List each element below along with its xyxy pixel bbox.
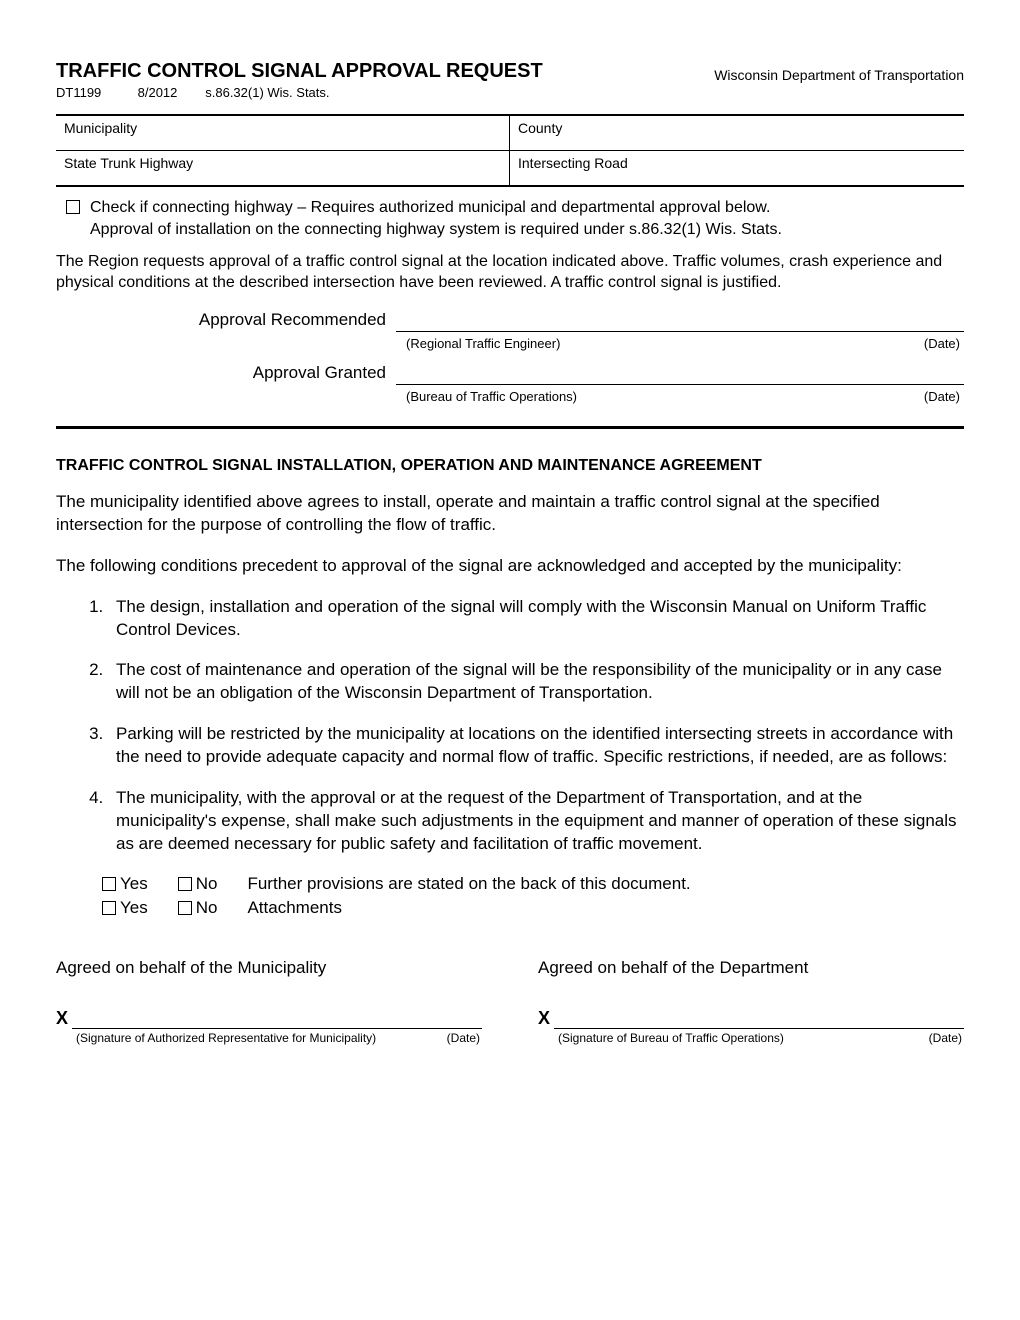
- connecting-highway-text: Check if connecting highway – Requires a…: [90, 197, 964, 240]
- final-signature-row: Agreed on behalf of the Municipality X (…: [56, 958, 964, 1045]
- provisions-no-checkbox[interactable]: [178, 877, 192, 891]
- form-code: DT1199: [56, 85, 134, 100]
- form-page: TRAFFIC CONTROL SIGNAL APPROVAL REQUEST …: [0, 0, 1020, 1105]
- approval-recommended-block: Approval Recommended (Regional Traffic E…: [56, 310, 964, 351]
- check-line1: Check if connecting highway – Requires a…: [90, 199, 770, 216]
- field-label: Municipality: [64, 120, 137, 136]
- approval-recommended-signature-line[interactable]: [396, 312, 964, 332]
- county-field[interactable]: County: [510, 116, 964, 150]
- field-row: State Trunk Highway Intersecting Road: [56, 151, 964, 185]
- attachments-row: Yes No Attachments: [102, 898, 964, 918]
- approval-recommended-label: Approval Recommended: [56, 310, 396, 332]
- agreement-intro: The municipality identified above agrees…: [56, 491, 964, 537]
- condition-item: The design, installation and operation o…: [108, 596, 964, 642]
- connecting-highway-checkbox[interactable]: [66, 200, 80, 214]
- no-label: No: [196, 898, 218, 918]
- date-caption: (Date): [924, 336, 964, 351]
- header: TRAFFIC CONTROL SIGNAL APPROVAL REQUEST …: [56, 60, 964, 83]
- condition-item: The municipality, with the approval or a…: [108, 787, 964, 856]
- connecting-highway-check-row: Check if connecting highway – Requires a…: [56, 197, 964, 240]
- no-label: No: [196, 874, 218, 894]
- x-mark: X: [538, 1008, 554, 1029]
- department-agree-heading: Agreed on behalf of the Department: [538, 958, 964, 978]
- field-label: State Trunk Highway: [64, 155, 193, 171]
- department-signature-block: Agreed on behalf of the Department X (Si…: [538, 958, 964, 1045]
- section-divider: [56, 426, 964, 429]
- date-caption: (Date): [447, 1031, 482, 1045]
- state-trunk-highway-field[interactable]: State Trunk Highway: [56, 151, 510, 185]
- form-meta: DT1199 8/2012 s.86.32(1) Wis. Stats.: [56, 85, 964, 100]
- date-caption: (Date): [929, 1031, 964, 1045]
- intersecting-road-field[interactable]: Intersecting Road: [510, 151, 964, 185]
- municipality-field[interactable]: Municipality: [56, 116, 510, 150]
- approval-granted-role: (Bureau of Traffic Operations): [406, 389, 924, 404]
- approval-granted-block: Approval Granted (Bureau of Traffic Oper…: [56, 363, 964, 404]
- condition-item: Parking will be restricted by the munici…: [108, 723, 964, 769]
- municipality-signature-caption: (Signature of Authorized Representative …: [56, 1031, 447, 1045]
- attachments-no-checkbox[interactable]: [178, 901, 192, 915]
- agreement-heading: TRAFFIC CONTROL SIGNAL INSTALLATION, OPE…: [56, 457, 964, 475]
- form-revision-date: 8/2012: [138, 85, 202, 100]
- request-paragraph: The Region requests approval of a traffi…: [56, 252, 964, 294]
- department-signature-caption: (Signature of Bureau of Traffic Operatio…: [538, 1031, 929, 1045]
- department-name: Wisconsin Department of Transportation: [714, 67, 964, 83]
- field-label: Intersecting Road: [518, 155, 628, 171]
- attachments-text: Attachments: [247, 898, 964, 918]
- field-label: County: [518, 120, 562, 136]
- condition-item: The cost of maintenance and operation of…: [108, 659, 964, 705]
- approval-granted-label: Approval Granted: [56, 363, 396, 385]
- approval-granted-signature-line[interactable]: [396, 365, 964, 385]
- check-line2: Approval of installation on the connecti…: [90, 221, 782, 238]
- conditions-list: The design, installation and operation o…: [56, 596, 964, 856]
- location-field-table: Municipality County State Trunk Highway …: [56, 114, 964, 187]
- municipality-signature-line[interactable]: [72, 1011, 482, 1029]
- department-signature-line[interactable]: [554, 1011, 964, 1029]
- approval-recommended-role: (Regional Traffic Engineer): [406, 336, 924, 351]
- provisions-yes-checkbox[interactable]: [102, 877, 116, 891]
- attachments-yes-checkbox[interactable]: [102, 901, 116, 915]
- statute-ref: s.86.32(1) Wis. Stats.: [205, 85, 329, 100]
- municipality-agree-heading: Agreed on behalf of the Municipality: [56, 958, 482, 978]
- yes-label: Yes: [120, 874, 148, 894]
- yes-label: Yes: [120, 898, 148, 918]
- agreement-preamble: The following conditions precedent to ap…: [56, 555, 964, 578]
- provisions-text: Further provisions are stated on the bac…: [247, 874, 964, 894]
- date-caption: (Date): [924, 389, 964, 404]
- municipality-signature-block: Agreed on behalf of the Municipality X (…: [56, 958, 482, 1045]
- form-title: TRAFFIC CONTROL SIGNAL APPROVAL REQUEST: [56, 60, 543, 83]
- field-row: Municipality County: [56, 116, 964, 151]
- x-mark: X: [56, 1008, 72, 1029]
- further-provisions-row: Yes No Further provisions are stated on …: [102, 874, 964, 894]
